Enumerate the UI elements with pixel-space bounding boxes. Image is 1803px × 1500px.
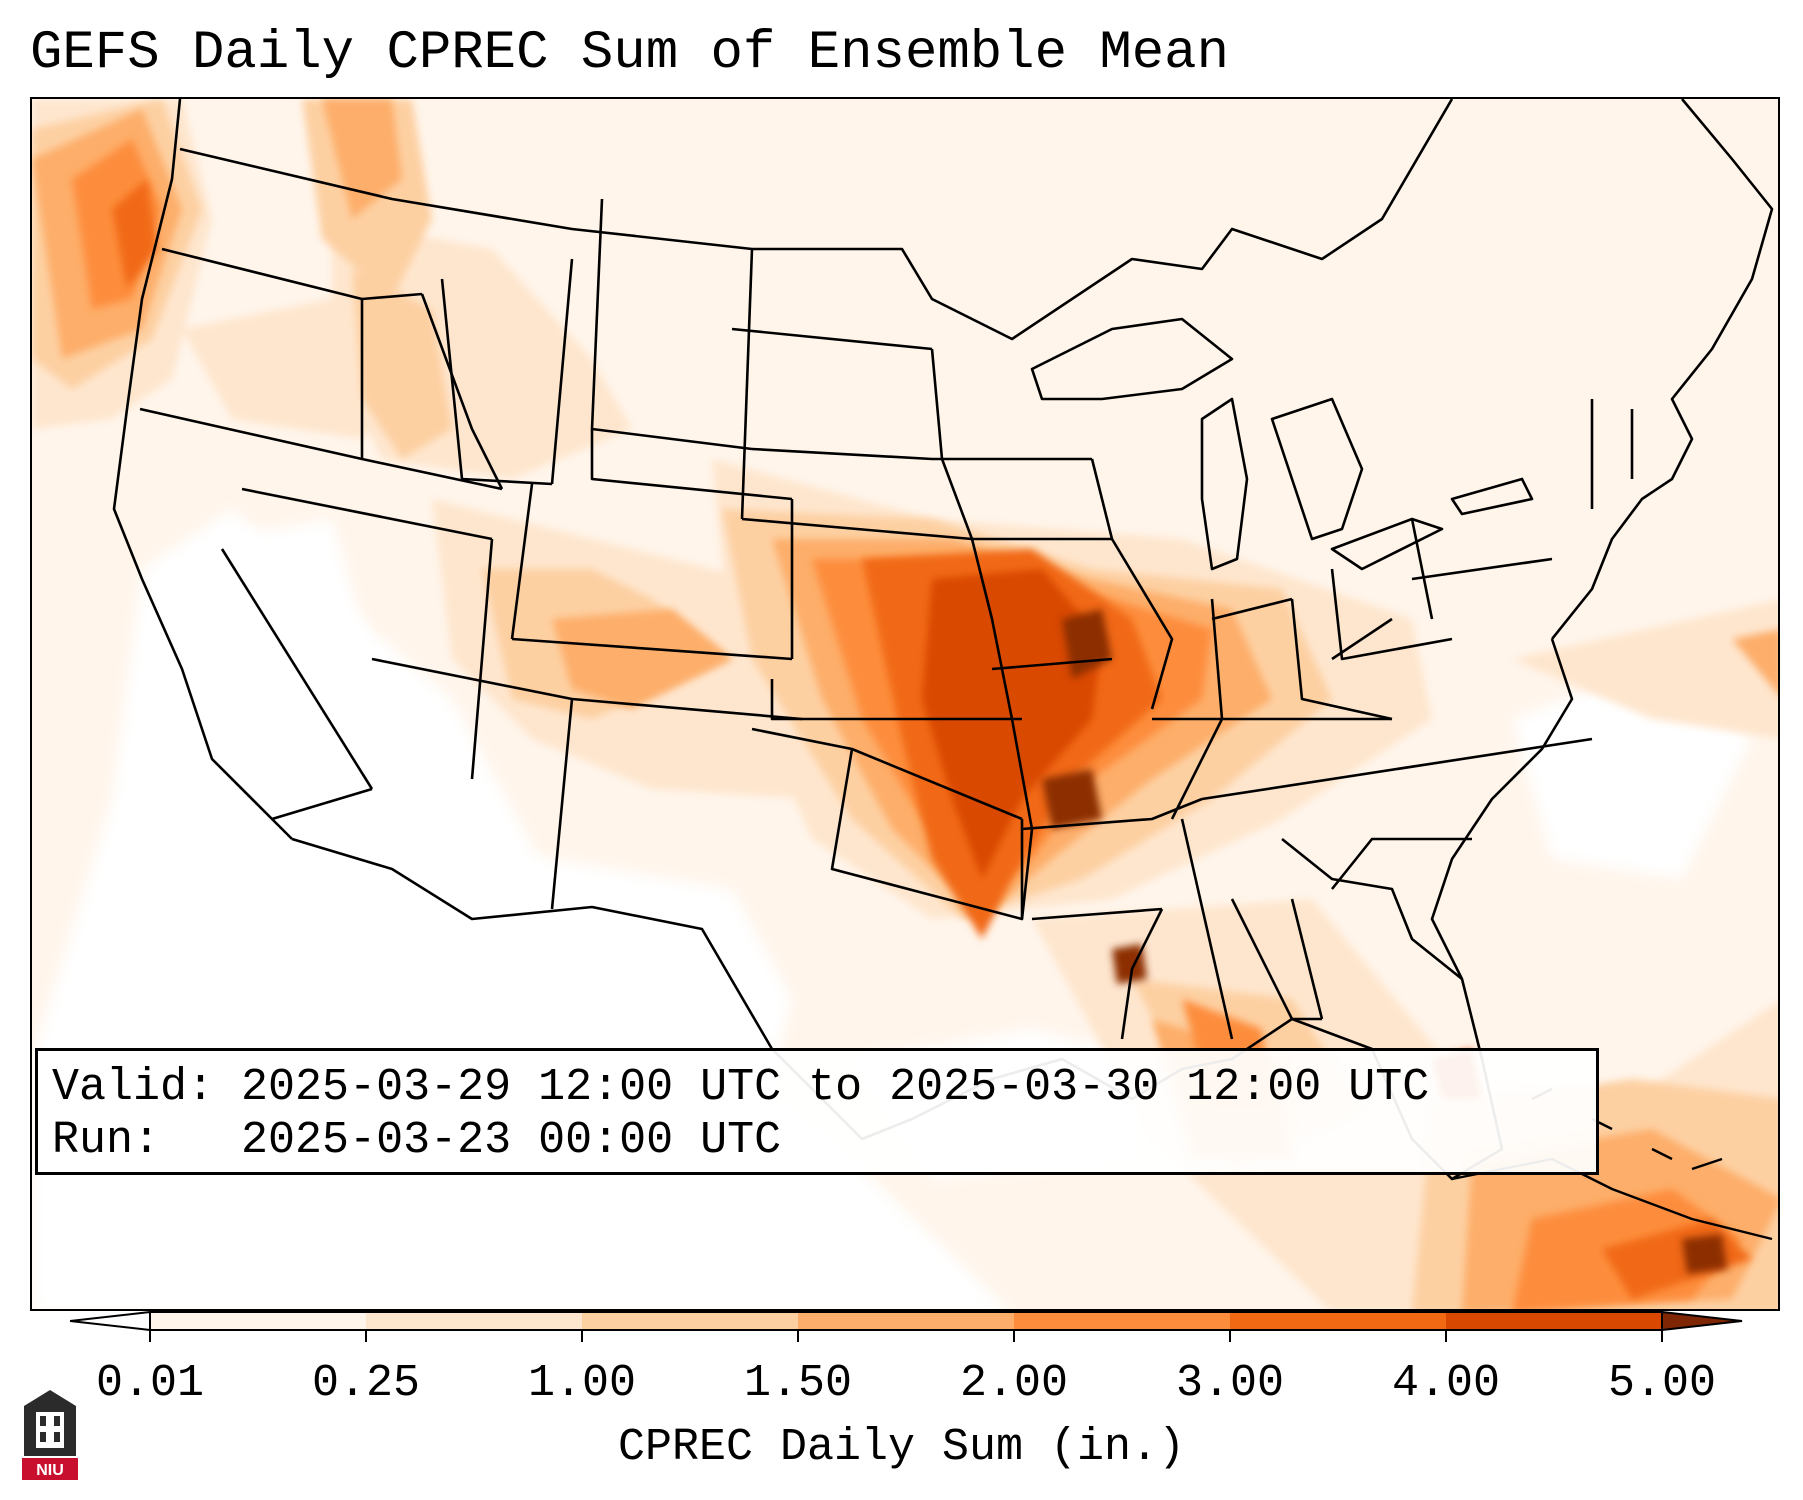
colorbar-segment-1.50 <box>798 1312 1014 1330</box>
colorbar-segment-2.00 <box>1014 1312 1230 1330</box>
colorbar <box>70 1310 1743 1342</box>
colorbar-tick-label: 1.50 <box>743 1358 853 1409</box>
dry-area-nevada <box>222 519 372 779</box>
lake-michigan <box>1200 397 1249 571</box>
colorbar-tick-label: 5.00 <box>1607 1358 1717 1409</box>
colorbar-tick-label: 2.00 <box>959 1358 1069 1409</box>
lake-ontario <box>1450 477 1534 516</box>
map-panel <box>30 97 1780 1311</box>
niu-logo: NIU <box>22 1390 78 1480</box>
colorbar-outline <box>149 1311 1663 1331</box>
colorbar-tick-label: 0.01 <box>95 1358 205 1409</box>
info-box: Valid: 2025-03-29 12:00 UTC to 2025-03-3… <box>35 1048 1599 1175</box>
chart-title: GEFS Daily CPREC Sum of Ensemble Mean <box>30 23 1229 84</box>
us-coastline-west <box>112 99 293 840</box>
colorbar-segment-4.00 <box>1446 1312 1662 1330</box>
colorbar-segment-0.25 <box>366 1312 582 1330</box>
run-label: Run: <box>52 1115 161 1166</box>
lake-huron <box>1270 397 1364 541</box>
valid-range: 2025-03-29 12:00 UTC to 2025-03-30 12:00… <box>241 1062 1430 1113</box>
east-coast <box>1550 99 1774 640</box>
precipitation-map <box>32 99 1778 1309</box>
lake-superior <box>1030 317 1234 401</box>
lake-erie <box>1330 517 1444 571</box>
colorbar-tick-label: 1.00 <box>527 1358 637 1409</box>
colorbar-segments <box>70 1310 1743 1332</box>
colorbar-label: CPREC Daily Sum (in.) <box>617 1422 1186 1473</box>
colorbar-over-extension <box>1661 1310 1743 1332</box>
colorbar-tick-label: 3.00 <box>1175 1358 1285 1409</box>
colorbar-ticks <box>149 1330 1663 1342</box>
colorbar-tick-label: 4.00 <box>1391 1358 1501 1409</box>
logo-band <box>22 1458 78 1480</box>
logo-text: NIU <box>36 1462 64 1479</box>
colorbar-segment-0.01 <box>150 1312 366 1330</box>
colorbar-segment-1.00 <box>582 1312 798 1330</box>
colorbar-under-extension <box>70 1310 151 1332</box>
boundaries <box>112 99 1774 1181</box>
canada-border <box>179 99 1454 341</box>
colorbar-tick-label: 0.25 <box>311 1358 421 1409</box>
run-time: 2025-03-23 00:00 UTC <box>241 1115 782 1166</box>
valid-label: Valid: <box>52 1062 215 1113</box>
colorbar-segment-3.00 <box>1230 1312 1446 1330</box>
